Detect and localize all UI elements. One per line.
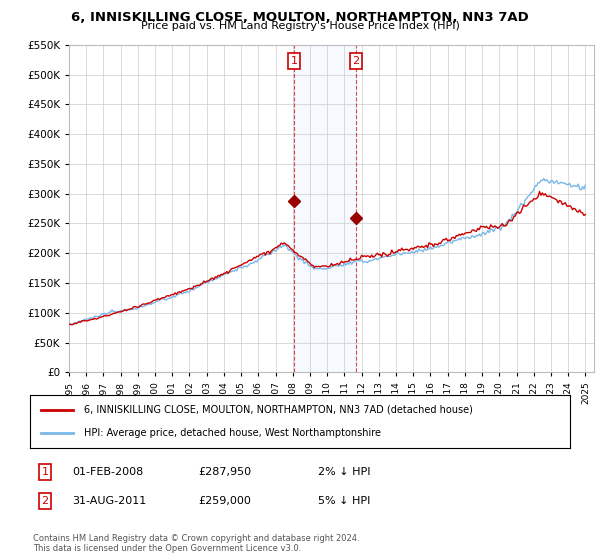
Bar — [294, 45, 356, 372]
Text: 6, INNISKILLING CLOSE, MOULTON, NORTHAMPTON, NN3 7AD: 6, INNISKILLING CLOSE, MOULTON, NORTHAMP… — [71, 11, 529, 24]
Text: 2: 2 — [41, 496, 49, 506]
Text: £259,000: £259,000 — [198, 496, 251, 506]
Text: 1: 1 — [290, 56, 298, 66]
Text: 2% ↓ HPI: 2% ↓ HPI — [318, 467, 371, 477]
Text: 6, INNISKILLING CLOSE, MOULTON, NORTHAMPTON, NN3 7AD (detached house): 6, INNISKILLING CLOSE, MOULTON, NORTHAMP… — [84, 405, 473, 415]
Text: Contains HM Land Registry data © Crown copyright and database right 2024.
This d: Contains HM Land Registry data © Crown c… — [33, 534, 359, 553]
Text: 31-AUG-2011: 31-AUG-2011 — [72, 496, 146, 506]
Text: 5% ↓ HPI: 5% ↓ HPI — [318, 496, 370, 506]
Text: 2: 2 — [352, 56, 359, 66]
Text: 01-FEB-2008: 01-FEB-2008 — [72, 467, 143, 477]
Text: £287,950: £287,950 — [198, 467, 251, 477]
Text: HPI: Average price, detached house, West Northamptonshire: HPI: Average price, detached house, West… — [84, 428, 381, 438]
Text: Price paid vs. HM Land Registry's House Price Index (HPI): Price paid vs. HM Land Registry's House … — [140, 21, 460, 31]
Text: 1: 1 — [41, 467, 49, 477]
